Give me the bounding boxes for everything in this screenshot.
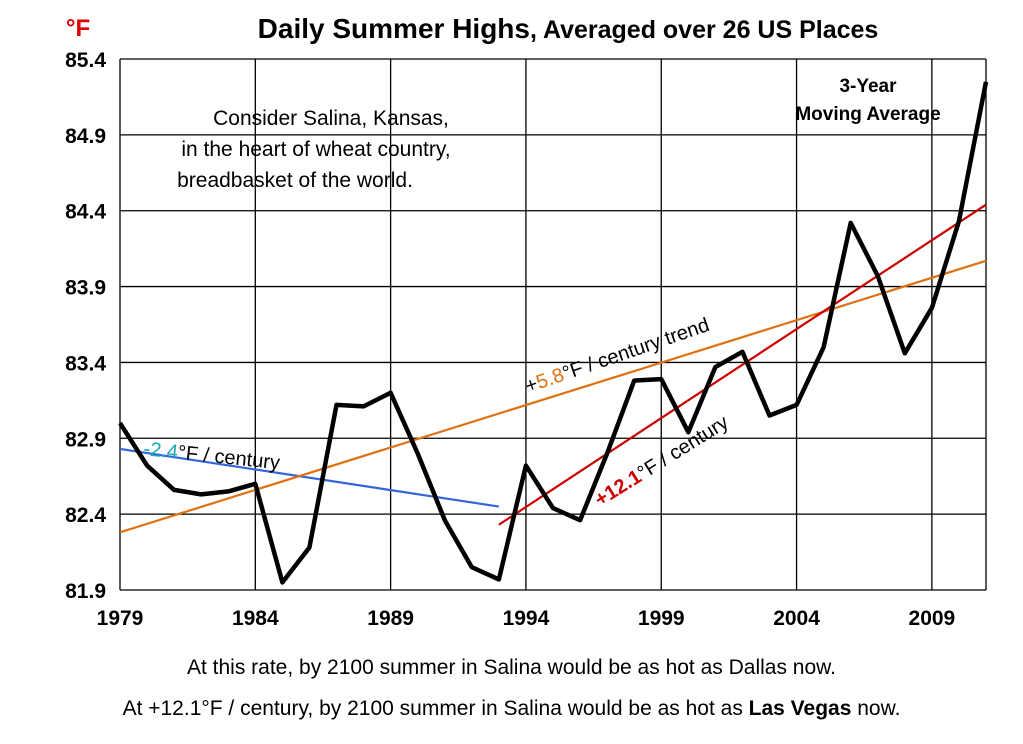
trend-line <box>119 259 987 534</box>
trend-label-prefix: - <box>142 438 151 461</box>
footer-line-2-bold: Las Vegas <box>748 697 852 720</box>
y-tick-label: 84.9 <box>65 125 106 148</box>
x-tick-label: 1979 <box>97 607 144 630</box>
chart-title: Daily Summer Highs, Averaged over 26 US … <box>258 13 879 44</box>
note-line: breadbasket of the world. <box>177 169 413 192</box>
x-tick-label: 2009 <box>909 607 956 630</box>
legend-label-line1: 3-Year <box>839 76 897 97</box>
moving-average-line <box>118 81 989 585</box>
y-tick-label: 81.9 <box>65 580 106 603</box>
y-axis-ticks: 85.4 84.9 84.4 83.9 83.4 82.9 82.4 81.9 <box>65 49 106 603</box>
trend-label-value: 2.4 <box>149 439 179 464</box>
trend-line <box>498 203 987 526</box>
unit-label: °F <box>66 15 90 42</box>
y-tick-label: 83.9 <box>65 277 106 300</box>
legend-label-line2: Moving Average <box>795 104 940 125</box>
x-tick-label: 1999 <box>638 607 685 630</box>
trend-label-suffix: °F / century <box>177 442 281 475</box>
x-tick-label: 2004 <box>773 607 820 630</box>
x-axis-ticks: 1979 1984 1989 1994 1999 2004 2009 <box>97 607 956 630</box>
footer-line-1: At this rate, by 2100 summer in Salina w… <box>186 656 836 679</box>
y-tick-label: 83.4 <box>65 352 106 375</box>
series-lines <box>118 81 989 585</box>
y-tick-label: 82.9 <box>65 428 106 451</box>
note-line: Consider Salina, Kansas, <box>213 107 449 130</box>
y-tick-label: 85.4 <box>65 49 106 72</box>
trend-label-suffix: °F / century trend <box>560 314 712 385</box>
note-line: in the heart of wheat country, <box>181 138 450 161</box>
y-tick-label: 84.4 <box>65 201 106 224</box>
y-tick-label: 82.4 <box>65 504 106 527</box>
x-tick-label: 1989 <box>367 607 414 630</box>
chart-title-main: Daily Summer Highs <box>258 13 530 44</box>
x-tick-label: 1994 <box>503 607 550 630</box>
trend-label: -2.4°F / century <box>142 438 281 474</box>
chart-title-rest: , Averaged over 26 US Places <box>530 16 878 44</box>
chart: °F Daily Summer Highs, Averaged over 26 … <box>65 13 989 630</box>
x-tick-label: 1984 <box>232 607 279 630</box>
footer-line-2-before: At +12.1°F / century, by 2100 summer in … <box>122 697 749 720</box>
grid <box>119 58 987 591</box>
trend-labels: -2.4°F / century+5.8°F / century trend+1… <box>142 314 732 511</box>
footer-line-2-after: now. <box>851 697 901 720</box>
salina-note: Consider Salina, Kansas, in the heart of … <box>177 107 451 192</box>
footer-line-2: At +12.1°F / century, by 2100 summer in … <box>0 697 1023 721</box>
